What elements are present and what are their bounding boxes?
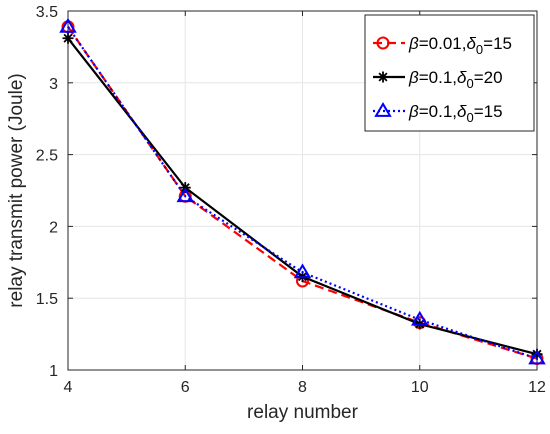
x-tick-label: 10	[411, 379, 429, 396]
data-point-asterisk	[377, 71, 389, 83]
y-axis-label: relay transmit power (Joule)	[6, 73, 27, 307]
y-tick-label: 3	[49, 76, 58, 93]
legend: β=0.01,δ0=15 β=0.1,δ0=20 β=0.1,δ0=15	[364, 14, 535, 132]
legend-label: β=0.01,δ0=15	[408, 34, 512, 57]
series-3	[59, 17, 546, 365]
data-point-triangle	[374, 102, 392, 117]
y-tick-label: 3.5	[36, 4, 58, 21]
data-point-triangle	[293, 263, 312, 279]
x-tick-label: 6	[181, 379, 190, 396]
data-point-circle	[376, 36, 390, 50]
x-tick-label: 4	[64, 379, 73, 396]
legend-item: β=0.1,δ0=20	[373, 68, 503, 91]
legend-label: β=0.1,δ0=20	[408, 68, 503, 91]
y-tick-label: 1	[49, 363, 58, 380]
data-point-triangle	[528, 349, 546, 365]
legend-label: β=0.1,δ0=15	[408, 102, 503, 125]
legend-item: β=0.01,δ0=15	[373, 34, 512, 57]
data-point-asterisk	[531, 348, 543, 360]
x-tick-label: 12	[528, 379, 546, 396]
y-tick-label: 1.5	[36, 291, 58, 308]
x-tick-label: 8	[298, 379, 307, 396]
x-axis-label: relay number	[247, 402, 359, 423]
data-point-triangle	[59, 17, 77, 33]
series-layer	[59, 17, 546, 366]
y-tick-label: 2.5	[36, 148, 58, 165]
data-point-triangle	[176, 187, 194, 203]
series-line	[67, 26, 538, 360]
axis-ticks: 4 6 8 10 12 1 1.5 2 2.5 3 3.5	[36, 4, 546, 396]
data-point-triangle	[411, 310, 429, 326]
data-point-asterisk	[62, 32, 74, 44]
y-tick-label: 2	[49, 219, 58, 236]
legend-item: β=0.1,δ0=15	[373, 102, 503, 125]
